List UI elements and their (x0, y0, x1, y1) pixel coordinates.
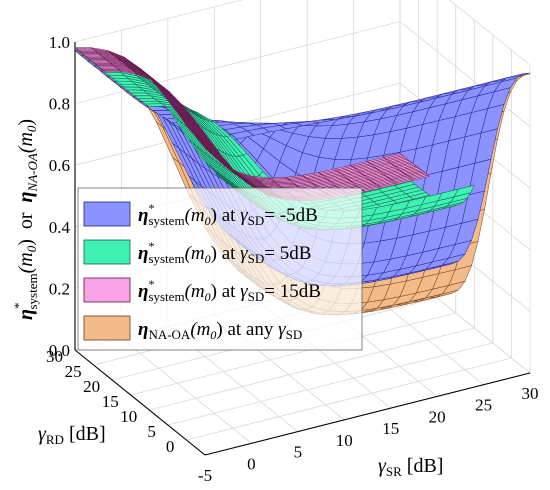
x-axis-label: γSR [dB] (378, 455, 443, 479)
x-axis-line (204, 372, 531, 456)
x-tick-label: 5 (294, 443, 303, 462)
legend-swatch (83, 239, 131, 265)
floor-gridline (186, 357, 512, 441)
floor-gridline (121, 337, 252, 444)
y-tick-label: 5 (147, 422, 156, 441)
x-tick-label: 25 (475, 396, 492, 415)
x-tick-label: 0 (247, 454, 256, 473)
back-wall-gridline (74, 0, 244, 43)
z-tick-label: 0.6 (49, 156, 70, 175)
z-tick-label: 0.4 (49, 218, 71, 237)
x-tick-label: 20 (429, 407, 446, 426)
legend-label: ηNA-OA(m0) at any γSD (138, 319, 302, 342)
legend-swatch (83, 315, 131, 341)
floor-gridline (149, 327, 475, 411)
floor-gridline (130, 312, 456, 396)
surface-cell (507, 72, 531, 78)
x-tick-label: 30 (522, 384, 539, 403)
x-tick-label: 10 (336, 431, 353, 450)
z-tick-label: 0.2 (49, 279, 70, 298)
y-axis-line (74, 349, 206, 456)
legend-label: η* system(m0) at γSD= 15dB (138, 277, 321, 304)
side-wall-gridline (448, 0, 531, 66)
legend-swatch (83, 277, 131, 303)
legend-swatch (83, 201, 131, 227)
y-tick-label: 30 (46, 347, 63, 366)
y-tick-label: 15 (102, 392, 119, 411)
surface-cell (453, 184, 475, 198)
legend-label: η* system(m0) at γSD= -5dB (138, 201, 318, 228)
y-tick-label: 25 (65, 362, 82, 381)
z-tick-label: 1.0 (49, 33, 70, 52)
y-axis-label: γRD [dB] (38, 423, 106, 447)
tick-labels: -50510152025300510152025300.00.20.40.60.… (46, 33, 539, 485)
x-tick-label: 15 (382, 419, 399, 438)
legend: η* system(m0) at γSD= -5dB η* system(m0) at… (77, 187, 363, 351)
z-tick-label: 0.0 (49, 341, 70, 360)
z-axis-label: η*system(m0) or ηNA-OA(m0) (11, 119, 40, 320)
x-tick-label: -5 (198, 466, 212, 485)
surface-cell (102, 70, 122, 72)
y-tick-label: 10 (120, 407, 137, 426)
side-wall-gridline (399, 21, 531, 127)
z-tick-label: 0.8 (49, 95, 70, 114)
y-tick-label: 20 (83, 377, 100, 396)
surface-cell (411, 174, 431, 181)
y-tick-label: 0 (166, 437, 175, 456)
floor-gridline (167, 342, 493, 426)
legend-label: η* system(m0) at γSD= 5dB (138, 239, 311, 266)
